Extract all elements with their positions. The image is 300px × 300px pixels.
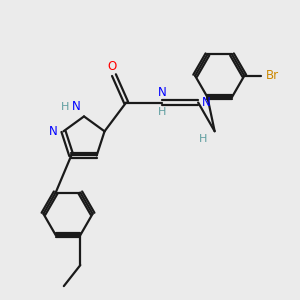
Text: N: N [202, 96, 211, 109]
Text: H: H [158, 107, 166, 117]
Text: O: O [108, 60, 117, 73]
Text: H: H [199, 134, 207, 144]
Text: Br: Br [266, 69, 279, 82]
Text: N: N [49, 125, 57, 138]
Text: H: H [61, 102, 70, 112]
Text: N: N [72, 100, 81, 113]
Text: N: N [158, 86, 167, 99]
